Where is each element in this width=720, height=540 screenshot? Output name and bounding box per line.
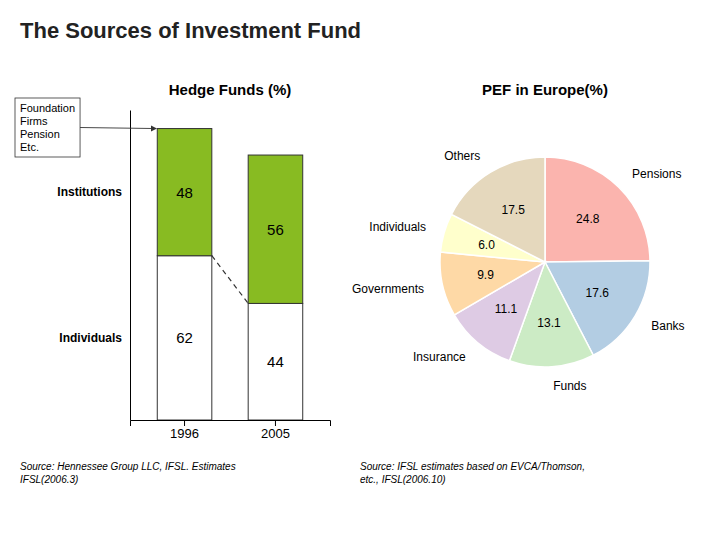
category-label: Governments — [352, 282, 424, 296]
x-axis-line — [131, 421, 331, 427]
source-note: Source: Hennessee Group LLC, IFSL. Estim… — [20, 461, 236, 485]
data-label: 24.8 — [576, 212, 600, 226]
bar-chart: Hedge Funds (%) 1996 2005 62 44 48 56 Individua… — [15, 81, 331, 485]
main-title: The Sources of Investment Fund — [20, 18, 361, 43]
callout: FoundationFirmsPensionEtc. — [15, 98, 156, 157]
x-tick-mark — [184, 420, 185, 426]
data-label: 62 — [176, 329, 193, 346]
chart-svg: The Sources of Investment Fund Hedge Fund… — [0, 0, 720, 540]
category-label: Others — [444, 149, 480, 163]
data-label: 6.0 — [478, 238, 495, 252]
data-label: 17.6 — [586, 286, 610, 300]
category-label: Banks — [651, 319, 684, 333]
callout-text: FoundationFirmsPensionEtc. — [20, 102, 75, 153]
data-label: 56 — [267, 221, 284, 238]
data-label: 9.9 — [477, 268, 494, 282]
pie-labels: 24.8 Pensions 17.6 Banks 13.1 Funds 11.1 Insura… — [352, 149, 685, 392]
source-note: Source: IFSL estimates based on EVCA/Tho… — [360, 461, 585, 485]
y-axis — [130, 111, 131, 421]
bar-segment — [248, 155, 303, 303]
pie-chart: PEF in Europe(%) 24.8 Pensions 17.6 Banks 13.… — [352, 81, 685, 485]
boundary-line — [212, 256, 248, 304]
x-tick-label: 1996 — [170, 426, 199, 441]
data-label: 11.1 — [495, 302, 518, 316]
series-label: Individuals — [59, 331, 122, 345]
x-tick: 1996 — [170, 420, 199, 441]
callout-box — [15, 98, 80, 157]
data-label: 44 — [267, 353, 284, 370]
category-label: Insurance — [413, 350, 466, 364]
category-label: Individuals — [369, 220, 426, 234]
pie-slice — [440, 252, 545, 315]
category-label: Pensions — [632, 167, 681, 181]
category-label: Funds — [553, 379, 586, 393]
slices — [440, 157, 650, 367]
pie-slice — [451, 157, 545, 262]
data-label: 48 — [176, 184, 193, 201]
data-label: 17.5 — [502, 203, 526, 217]
y-axis-line — [130, 111, 131, 421]
data-label: 13.1 — [537, 316, 561, 330]
series-label: Institutions — [57, 185, 122, 199]
x-tick: 2005 — [261, 420, 290, 441]
bars — [157, 129, 302, 420]
bar-segment — [248, 303, 303, 420]
x-tick-mark — [275, 420, 276, 426]
chart-title: PEF in Europe(%) — [482, 81, 608, 98]
x-tick-label: 2005 — [261, 426, 290, 441]
chart-title: Hedge Funds (%) — [169, 81, 292, 98]
bar-segment — [157, 129, 212, 256]
callout-arrow — [80, 128, 156, 129]
bar-segment — [157, 256, 212, 420]
x-axis: 1996 2005 — [131, 420, 331, 441]
